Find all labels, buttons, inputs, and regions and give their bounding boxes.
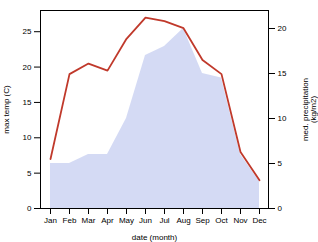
svg-text:15: 15 (278, 69, 287, 78)
svg-text:date (month): date (month) (132, 233, 178, 242)
svg-text:Nov: Nov (233, 216, 247, 225)
svg-text:Oct: Oct (215, 216, 228, 225)
svg-text:Sep: Sep (195, 216, 210, 225)
svg-text:May: May (119, 216, 134, 225)
svg-text:10: 10 (278, 114, 287, 123)
svg-text:0: 0 (278, 204, 283, 213)
svg-text:0: 0 (27, 204, 32, 213)
svg-text:Jul: Jul (159, 216, 169, 225)
svg-text:20: 20 (278, 24, 287, 33)
svg-text:5: 5 (27, 169, 32, 178)
svg-text:Apr: Apr (101, 216, 114, 225)
svg-text:15: 15 (23, 98, 32, 107)
svg-text:Jan: Jan (44, 216, 57, 225)
svg-text:Jun: Jun (139, 216, 152, 225)
svg-text:5: 5 (278, 159, 283, 168)
svg-text:Dec: Dec (252, 216, 266, 225)
svg-text:Mar: Mar (82, 216, 96, 225)
svg-text:10: 10 (23, 133, 32, 142)
svg-text:Feb: Feb (63, 216, 77, 225)
svg-text:med. precipitation(kg/m2): med. precipitation(kg/m2) (301, 78, 318, 141)
svg-text:Aug: Aug (176, 216, 190, 225)
svg-text:max temp (C): max temp (C) (2, 85, 11, 134)
svg-text:25: 25 (23, 27, 32, 36)
svg-text:20: 20 (23, 63, 32, 72)
